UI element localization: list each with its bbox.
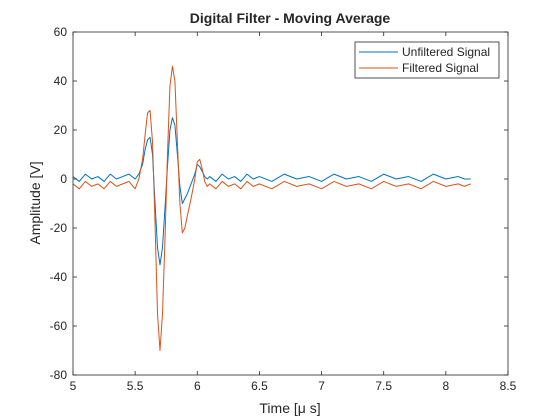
y-tick-label: -80 [50, 368, 68, 382]
series-layer [73, 65, 471, 351]
x-tick-label: 6.5 [251, 379, 268, 393]
y-axis-label: Amplitude [V] [27, 161, 43, 244]
x-tick-label: 7.5 [375, 379, 392, 393]
legend-box [354, 41, 500, 79]
y-tick-label: 60 [54, 25, 68, 39]
y-axis: 60 40 20 0 -20 -40 -60 -80 [50, 25, 508, 382]
x-tick-label: 8.5 [500, 379, 517, 393]
plot-area: 5 5.5 6 6.5 7 7.5 8 8.5 60 40 20 0 -20 -40 -60 -80 [50, 25, 517, 393]
x-axis: 5 5.5 6 6.5 7 7.5 8 8.5 [70, 32, 517, 393]
x-tick-label: 5.5 [127, 379, 144, 393]
axes-box [72, 31, 509, 376]
y-tick-label: -40 [50, 270, 68, 284]
legend: Unfiltered Signal Filtered Signal [354, 41, 500, 79]
y-tick-label: 40 [54, 74, 68, 88]
y-tick-label: 20 [54, 123, 68, 137]
chart-title: Digital Filter - Moving Average [190, 10, 391, 26]
legend-label-filtered: Filtered Signal [402, 61, 479, 75]
axes-background [73, 32, 508, 375]
series-line-filtered [73, 65, 471, 351]
x-tick-label: 8 [443, 379, 450, 393]
y-tick-label: -20 [50, 221, 68, 235]
y-tick-label: -60 [50, 319, 68, 333]
x-axis-label: Time [μ s] [259, 400, 320, 416]
y-tick-label: 0 [60, 172, 67, 186]
x-tick-label: 7 [318, 379, 325, 393]
legend-label-unfiltered: Unfiltered Signal [402, 45, 490, 59]
x-tick-label: 5 [70, 379, 77, 393]
series-line-unfiltered [73, 117, 471, 266]
x-tick-label: 6 [194, 379, 201, 393]
